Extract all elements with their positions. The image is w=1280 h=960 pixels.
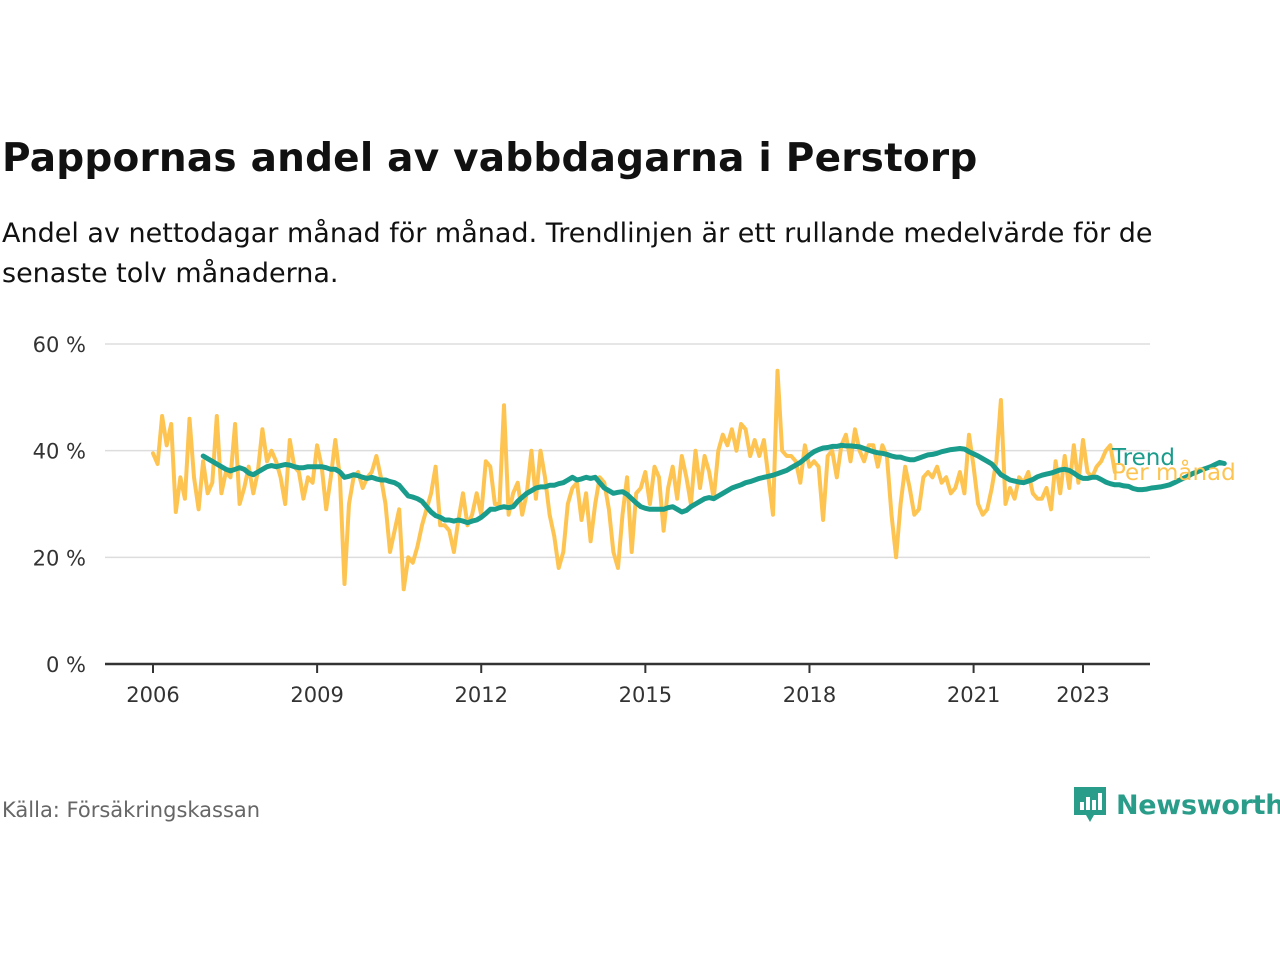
x-tick-label: 2021 [947, 683, 1000, 707]
end-label-per-manad: Per månad [1112, 458, 1236, 486]
chart-title: Pappornas andel av vabbdagarna i Perstor… [2, 136, 978, 181]
axis-layer [105, 662, 1150, 673]
series-layer [151, 368, 1227, 592]
y-tick-label: 20 % [33, 546, 86, 570]
y-tick-label: 60 % [33, 333, 86, 357]
x-tick-label: 2023 [1056, 683, 1109, 707]
x-tick-label: 2009 [290, 683, 343, 707]
series-line-per-manad [151, 368, 1117, 592]
newsworthy-icon [1074, 787, 1106, 822]
label-layer: 0 % 20 % 40 % 60 % 2006 2009 2012 2015 2018 2021 2… [33, 333, 1236, 707]
grid-layer [105, 343, 1150, 559]
y-tick-label: 40 % [33, 440, 86, 464]
brand-name: Newsworthy [1116, 789, 1280, 821]
y-tick-label: 0 % [46, 653, 86, 677]
x-tick-label: 2015 [619, 683, 672, 707]
chart-subtitle: Andel av nettodagar månad för månad. Tre… [2, 218, 1153, 289]
end-label-trend: Trend [1111, 445, 1175, 471]
brand-logo[interactable]: Newsworthy [1072, 785, 1280, 825]
x-tick-label: 2006 [126, 683, 179, 707]
x-tick-label: 2012 [455, 683, 508, 707]
series-line-trend [200, 442, 1227, 526]
line-chart: 0 % 20 % 40 % 60 % 2006 2009 2012 2015 2018 2021 2… [33, 333, 1236, 707]
x-tick-label: 2018 [783, 683, 836, 707]
source-note: Källa: Försäkringskassan [2, 798, 261, 822]
